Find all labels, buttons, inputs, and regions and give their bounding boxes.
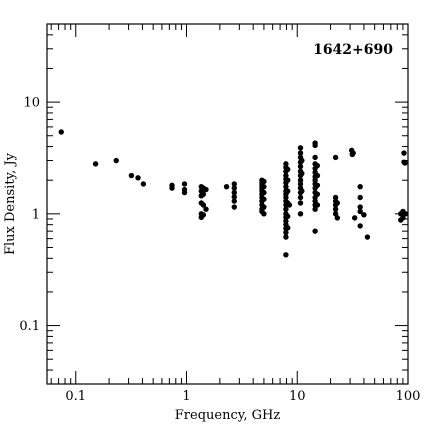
data-point: [261, 204, 267, 210]
data-point: [312, 206, 318, 212]
data-point: [261, 178, 267, 185]
data-point: [297, 194, 304, 201]
y-tick-label: 10: [23, 96, 40, 111]
data-points: [58, 129, 409, 258]
data-point: [357, 194, 363, 201]
y-axis-label: Flux Density, Jy: [3, 152, 18, 255]
data-point: [364, 234, 371, 240]
data-point: [231, 194, 237, 200]
x-tick-label: 100: [396, 389, 421, 404]
data-point: [297, 211, 304, 217]
data-point: [312, 177, 318, 183]
tick-labels: 0.1 1 10 100 0.1 1 10: [19, 96, 420, 404]
data-point: [231, 198, 237, 204]
data-point: [361, 212, 367, 218]
data-point: [140, 181, 147, 187]
data-point: [400, 215, 406, 221]
data-point: [334, 200, 341, 206]
data-point: [312, 142, 318, 149]
data-point: [357, 208, 363, 215]
data-point: [169, 185, 175, 191]
data-point: [286, 202, 293, 208]
source-annotation: 1642+690: [313, 42, 393, 58]
data-point: [314, 202, 321, 208]
data-point: [283, 206, 289, 212]
data-point: [200, 202, 207, 208]
data-point: [332, 206, 339, 212]
y-tick-label: 0.1: [19, 319, 40, 334]
data-point: [283, 252, 289, 258]
x-tick-label: 10: [289, 389, 306, 404]
data-point: [261, 183, 267, 190]
data-point: [402, 160, 408, 166]
data-point: [113, 157, 119, 164]
data-point: [314, 191, 321, 197]
data-point: [128, 172, 135, 179]
data-point: [314, 162, 321, 169]
data-point: [334, 215, 341, 221]
data-point: [261, 211, 267, 217]
data-point: [357, 223, 363, 229]
data-point: [181, 181, 188, 187]
data-point: [299, 157, 305, 164]
data-point: [231, 185, 237, 191]
plot-frame: [46, 23, 409, 385]
data-point: [203, 206, 209, 212]
data-point: [181, 189, 188, 196]
data-point: [299, 170, 305, 177]
data-point: [357, 183, 363, 190]
x-tick-label: 1: [182, 389, 190, 404]
data-point: [285, 213, 291, 220]
data-point: [92, 161, 99, 167]
data-point: [314, 172, 321, 179]
data-point: [231, 204, 237, 210]
data-point: [200, 191, 207, 197]
data-point: [297, 145, 304, 151]
y-tick-label: 1: [32, 207, 40, 222]
data-point: [223, 183, 230, 190]
data-point: [285, 225, 291, 231]
data-point: [312, 228, 318, 234]
data-point: [350, 150, 356, 156]
data-point: [299, 188, 305, 194]
data-point: [285, 188, 291, 194]
data-point: [135, 175, 141, 181]
data-point: [285, 177, 291, 183]
data-point: [357, 204, 363, 210]
data-point: [261, 189, 267, 196]
data-point: [231, 181, 237, 187]
data-point: [283, 183, 289, 190]
data-point: [283, 234, 289, 240]
data-point: [285, 166, 291, 173]
data-point: [332, 211, 339, 217]
data-point: [297, 181, 304, 187]
data-point: [312, 154, 318, 161]
x-tick-label: 0.1: [65, 389, 86, 404]
data-point: [203, 186, 209, 193]
data-point: [297, 150, 304, 156]
axis-ticks: [47, 23, 409, 385]
data-point: [332, 154, 339, 161]
data-point: [231, 189, 237, 196]
data-point: [314, 182, 321, 189]
data-point: [401, 150, 407, 156]
x-axis-label: Frequency, GHz: [175, 408, 281, 423]
data-point: [261, 196, 267, 202]
data-point: [297, 163, 304, 170]
data-point: [297, 200, 304, 206]
data-point: [200, 212, 207, 218]
data-point: [351, 215, 358, 221]
data-point: [297, 177, 304, 183]
data-point: [283, 229, 289, 236]
data-point: [402, 211, 409, 217]
data-point: [58, 129, 64, 135]
